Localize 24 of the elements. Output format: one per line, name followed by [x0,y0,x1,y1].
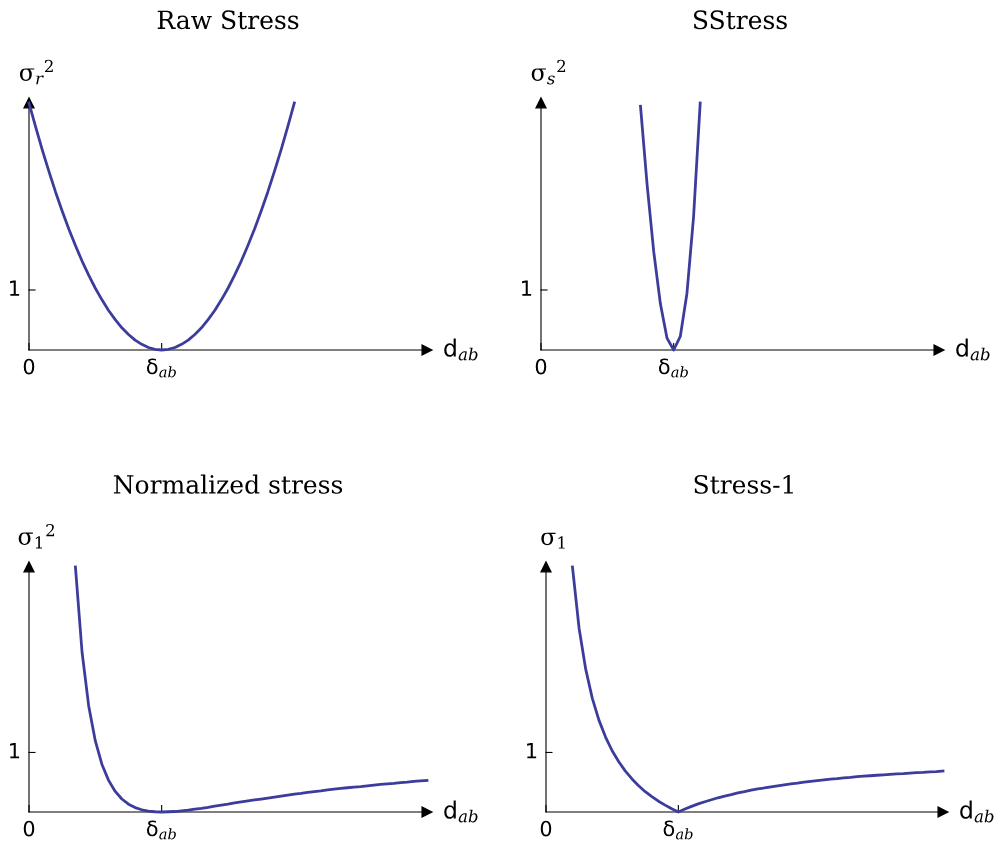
y-axis-title: σ$_{r}$$^{2}$ [19,59,53,85]
y-axis-title: σ$_{s}$$^{2}$ [531,59,566,85]
x-tick-label: δ$_{ab}$ [146,820,176,840]
text: 1 [10,280,20,296]
x-axis-title: d$_{ab}$ [444,800,478,823]
text: 1 [522,280,532,296]
chart-title: SStress [693,10,787,30]
x-axis-title: d$_{ab}$ [956,338,990,361]
x-tick-label: 0 [23,358,35,375]
x-tick-label: δ$_{ab}$ [663,820,693,840]
x-axis-title: d$_{ab}$ [444,338,478,361]
y-axis-title: σ$_{1}$$^{2}$ [18,523,55,549]
x-axis-title: d$_{ab}$ [960,800,994,823]
chart-title: Normalized stress [113,474,343,494]
x-tick-label: δ$_{ab}$ [658,358,688,378]
y-axis-title: σ$_{1}$ [541,532,565,549]
x-tick-label: 0 [540,820,552,837]
text: 1 [10,743,20,759]
chart-title: Stress-1 [694,474,793,494]
x-tick-label: 0 [23,820,35,837]
x-tick-label: δ$_{ab}$ [146,358,176,378]
chart-title: Raw Stress [157,10,299,30]
text: 1 [527,743,537,759]
x-tick-label: 0 [535,358,547,375]
